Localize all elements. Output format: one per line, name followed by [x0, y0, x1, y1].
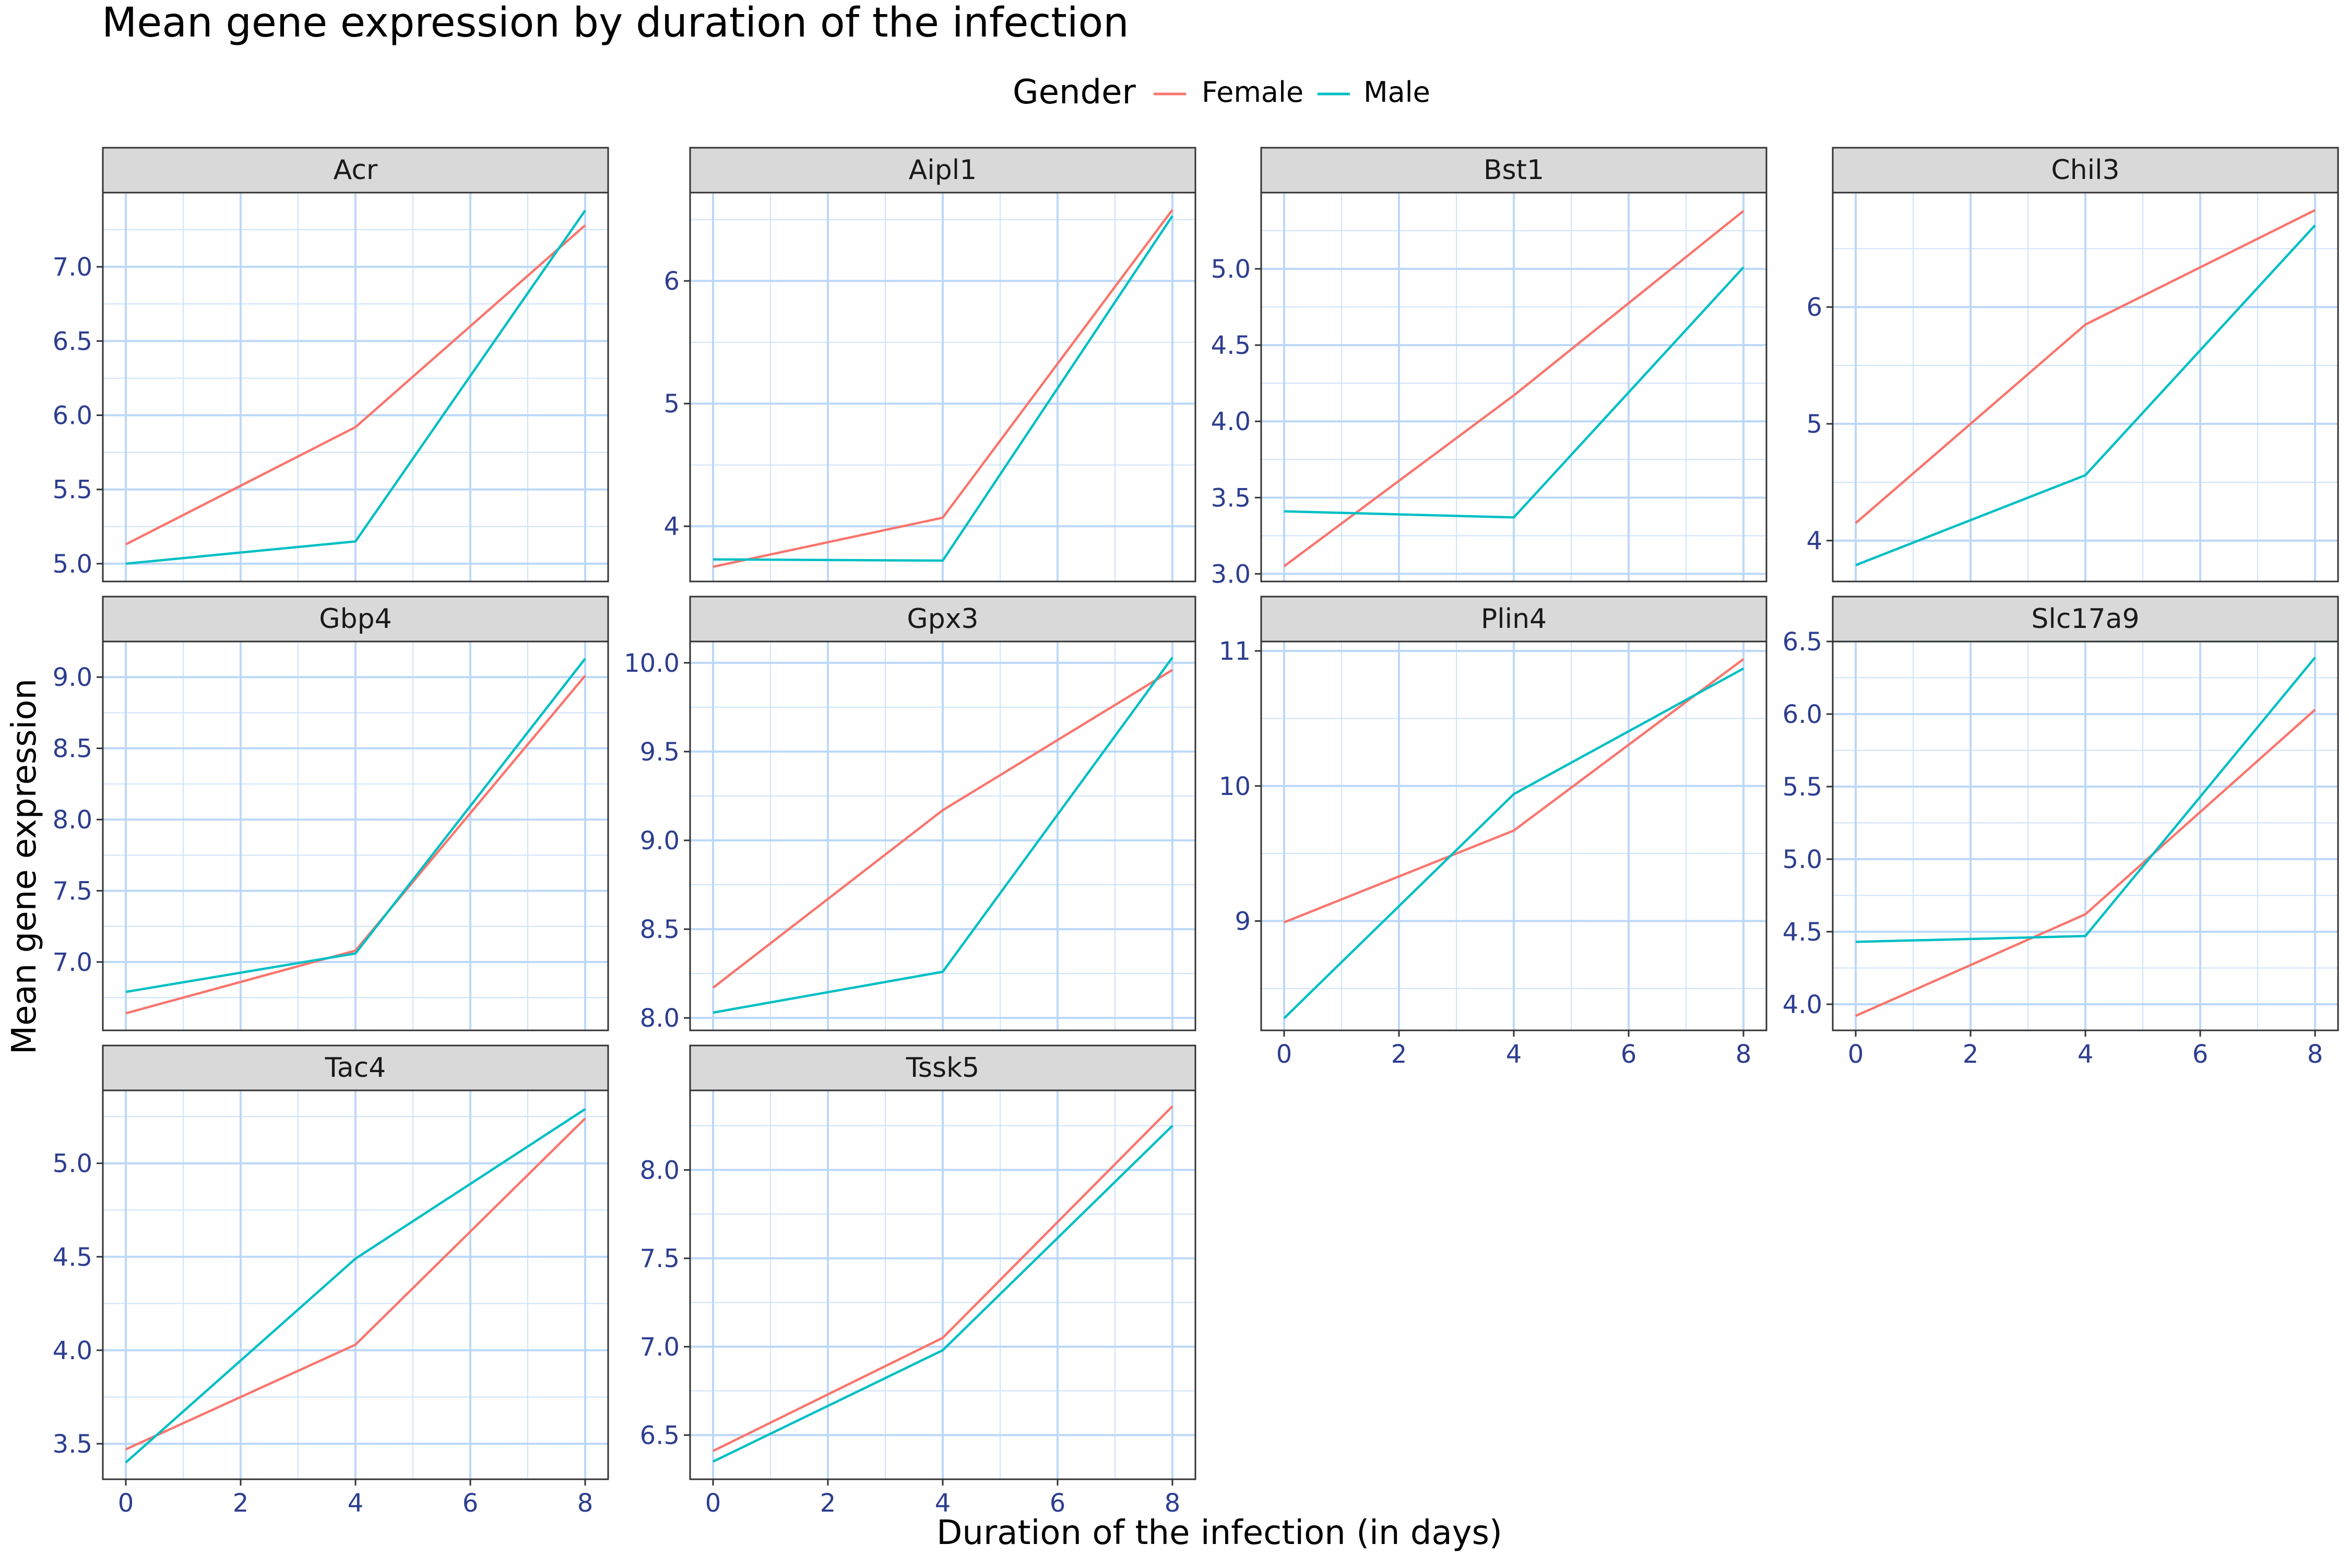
panel-aipl1: Aipl1 4 5 6 [663, 148, 1195, 581]
strip-label: Tssk5 [906, 1052, 980, 1084]
y-tick-label: 9 [1235, 907, 1251, 936]
y-tick-label: 8.5 [53, 734, 92, 764]
strip-label: Plin4 [1481, 603, 1547, 635]
strip-label: Gpx3 [907, 603, 978, 635]
y-tick-label: 5.5 [53, 476, 92, 505]
y-tick-label: 7.5 [53, 877, 92, 906]
y-tick-label: 7.0 [640, 1333, 680, 1362]
strip-label: Acr [334, 155, 378, 186]
panel-plin4: Plin4 9 10 11 0 2 4 6 8 [1219, 597, 1766, 1069]
x-tick-label: 0 [118, 1489, 134, 1518]
x-tick-label: 4 [1506, 1040, 1522, 1069]
y-tick-label: 8.5 [640, 915, 680, 944]
x-tick-label: 2 [1963, 1040, 1979, 1069]
x-tick-label: 8 [577, 1489, 594, 1518]
panel-chil3: Chil3 4 5 6 [1806, 148, 2338, 581]
x-tick-label: 2 [233, 1489, 249, 1518]
y-tick-label: 8.0 [640, 1004, 680, 1033]
y-tick-label: 4 [1806, 527, 1822, 556]
y-tick-label: 4.5 [1783, 918, 1822, 947]
x-tick-label: 6 [1621, 1040, 1637, 1069]
x-tick-label: 8 [2307, 1040, 2323, 1069]
legend-label-male: Male [1363, 76, 1430, 109]
y-tick-label: 10 [1219, 772, 1251, 801]
x-tick-label: 6 [2192, 1040, 2209, 1069]
chart-title: Mean gene expression by duration of the … [102, 0, 1129, 46]
y-tick-label: 6.0 [1783, 700, 1822, 729]
panel-slc17a9: Slc17a9 4.0 4.5 5.0 5.5 6.0 6.5 0 2 4 6 8 [1783, 597, 2338, 1069]
x-tick-label: 0 [1276, 1040, 1292, 1069]
y-tick-label: 9.5 [640, 738, 680, 767]
y-tick-label: 6 [1806, 293, 1822, 322]
x-tick-label: 4 [2078, 1040, 2094, 1069]
y-axis-title: Mean gene expression [5, 679, 44, 1054]
y-tick-label: 10.0 [624, 649, 680, 678]
panel-bst1: Bst1 3.0 3.5 4.0 4.5 5.0 [1211, 148, 1766, 589]
y-tick-label: 4.5 [53, 1243, 92, 1272]
y-tick-label: 5 [663, 389, 680, 419]
panel-tac4: Tac4 3.5 4.0 4.5 5.0 0 2 4 6 8 [53, 1046, 608, 1518]
x-tick-label: 4 [348, 1489, 364, 1518]
x-tick-label: 0 [705, 1489, 721, 1518]
y-tick-label: 5.0 [53, 550, 92, 579]
y-tick-label: 9.0 [640, 826, 680, 856]
strip-label: Gbp4 [319, 603, 392, 635]
x-tick-label: 2 [820, 1489, 836, 1518]
y-tick-label: 5.0 [1211, 255, 1251, 284]
x-tick-label: 0 [1848, 1040, 1864, 1069]
y-tick-label: 6.5 [640, 1421, 680, 1450]
y-tick-label: 7.0 [53, 948, 92, 977]
y-tick-label: 11 [1219, 637, 1251, 666]
strip-label: Slc17a9 [2031, 603, 2139, 635]
x-tick-label: 8 [1736, 1040, 1752, 1069]
x-tick-label: 2 [1391, 1040, 1407, 1069]
strip-label: Tac4 [325, 1052, 386, 1084]
x-tick-label: 8 [1165, 1489, 1181, 1518]
panel-gpx3: Gpx3 8.0 8.5 9.0 9.5 10.0 [624, 597, 1195, 1033]
strip-label: Aipl1 [909, 155, 977, 186]
panel-tssk5: Tssk5 6.5 7.0 7.5 8.0 0 2 4 6 8 [640, 1046, 1195, 1518]
legend-label-female: Female [1202, 76, 1303, 109]
y-tick-label: 3.5 [1211, 483, 1251, 513]
x-tick-label: 6 [1050, 1489, 1066, 1518]
y-tick-label: 5.5 [1783, 773, 1822, 802]
x-axis-title: Duration of the infection (in days) [936, 1514, 1502, 1552]
y-tick-label: 3.5 [53, 1430, 92, 1459]
y-tick-label: 6 [663, 267, 680, 296]
legend-title: Gender [1013, 73, 1136, 112]
y-tick-label: 4 [663, 512, 680, 541]
y-tick-label: 6.5 [53, 327, 92, 356]
y-tick-label: 7.0 [53, 253, 92, 282]
strip-label: Chil3 [2051, 155, 2119, 186]
y-tick-label: 5.0 [53, 1149, 92, 1179]
panel-acr: Acr 5.0 5.5 6.0 6.5 7.0 [53, 148, 608, 581]
y-tick-label: 3.0 [1211, 560, 1251, 589]
y-tick-label: 8.0 [640, 1156, 680, 1185]
y-tick-label: 5 [1806, 410, 1822, 439]
y-tick-label: 4.0 [1783, 990, 1822, 1019]
strip-label: Bst1 [1484, 155, 1544, 186]
y-tick-label: 8.0 [53, 805, 92, 835]
y-tick-label: 5.0 [1783, 845, 1822, 874]
legend: Gender Female Male [1013, 73, 1430, 112]
y-tick-label: 6.0 [53, 401, 92, 431]
y-tick-label: 4.5 [1211, 331, 1251, 360]
y-tick-label: 7.5 [640, 1244, 680, 1274]
y-tick-label: 6.5 [1783, 627, 1822, 657]
panel-gbp4: Gbp4 7.0 7.5 8.0 8.5 9.0 [53, 597, 608, 1030]
y-tick-label: 4.0 [53, 1336, 92, 1365]
y-tick-label: 9.0 [53, 663, 92, 692]
x-tick-label: 4 [935, 1489, 951, 1518]
y-tick-label: 4.0 [1211, 407, 1251, 436]
x-tick-label: 6 [462, 1489, 479, 1518]
